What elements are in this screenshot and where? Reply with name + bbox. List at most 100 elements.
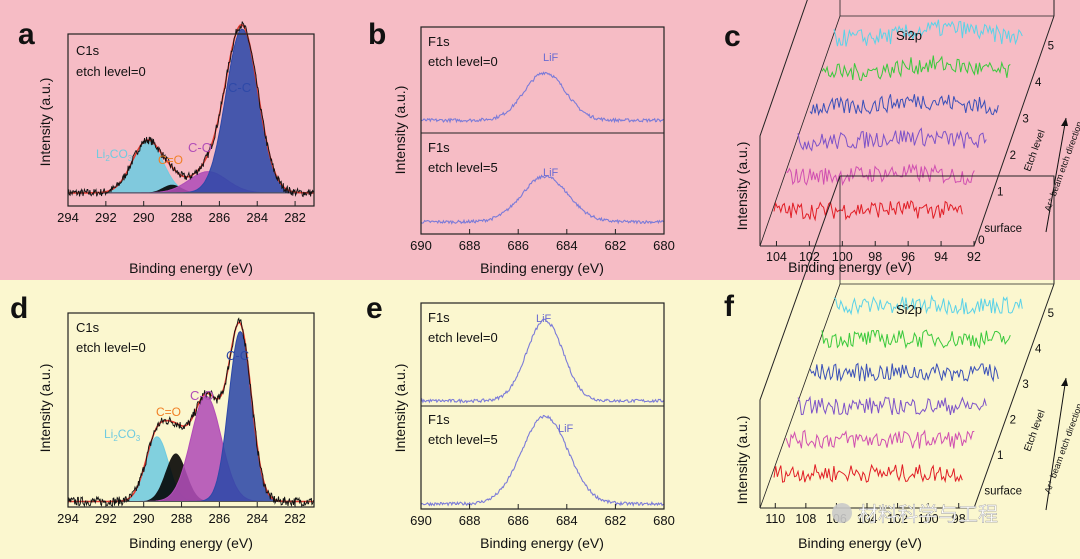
plot-frame bbox=[67, 312, 315, 508]
x-tick-label: 108 bbox=[795, 512, 816, 526]
arrow-head bbox=[1061, 378, 1068, 386]
f1s-plot-area: 690 688 686 684 682 680 bbox=[410, 71, 675, 253]
spectrum-level-5 bbox=[833, 294, 1023, 316]
x-tick-label: 96 bbox=[901, 250, 915, 264]
f1s-spectrum bbox=[420, 174, 665, 225]
x-tick-label: 282 bbox=[284, 511, 306, 526]
x-tick-label: 688 bbox=[459, 238, 481, 253]
spectrum-level-surface bbox=[773, 463, 963, 484]
beam-direction-arrow bbox=[1045, 377, 1067, 511]
arrow-head bbox=[1061, 118, 1068, 126]
peak-label-c-o: C-O bbox=[190, 388, 214, 403]
etch-level-tick-label: 5 bbox=[1048, 41, 1054, 53]
x-tick-label: 292 bbox=[95, 511, 117, 526]
c1s-plot-area: 294 292 290 288 286 284 282 bbox=[57, 317, 315, 526]
top-peak-label-lif: LiF bbox=[543, 52, 559, 64]
box-floor-edge bbox=[760, 283, 1055, 509]
box-frame-edge bbox=[759, 0, 1055, 246]
y-axis-label: Intensity (a.u.) bbox=[37, 364, 53, 453]
x-tick-label: 294 bbox=[57, 511, 79, 526]
x-tick-label: 288 bbox=[171, 511, 193, 526]
spectrum-level-2 bbox=[797, 395, 987, 416]
panel-b: b 690 688 686 684 682 680 F1s etch level=0 Li… bbox=[368, 18, 675, 276]
spectrum-level-5 bbox=[833, 19, 1023, 47]
x-tick-label: 690 bbox=[410, 238, 432, 253]
spectrum-level-surface bbox=[773, 199, 963, 222]
etch-level-tick-label: surface bbox=[984, 223, 1022, 235]
panel-letter: e bbox=[366, 292, 383, 325]
y-axis-label: Intensity (a.u.) bbox=[392, 364, 408, 453]
x-tick-label: 100 bbox=[832, 250, 853, 264]
bottom-peak-label-lif: LiF bbox=[558, 423, 574, 435]
panel-letter: a bbox=[18, 18, 35, 51]
top-etch-level: etch level=0 bbox=[428, 330, 498, 345]
y-axis-label: Intensity (a.u.) bbox=[734, 416, 750, 505]
etch-level-tick-label: 2 bbox=[1010, 414, 1016, 426]
etch-level-tick-label: 1 bbox=[997, 186, 1003, 198]
x-tick-label: 92 bbox=[967, 250, 981, 264]
x-tick-label: 94 bbox=[934, 250, 948, 264]
x-axis-label: Binding energy (eV) bbox=[129, 260, 253, 276]
x-tick-label: 286 bbox=[209, 511, 231, 526]
x-tick-label: 294 bbox=[57, 210, 79, 225]
plot-frame bbox=[420, 26, 665, 235]
x-axis-label: Binding energy (eV) bbox=[788, 259, 912, 275]
spectrum-title: C1s bbox=[76, 43, 100, 58]
beam-direction-arrow bbox=[1045, 117, 1067, 233]
peak-label-c-o: C-O bbox=[188, 140, 212, 155]
bottom-peak-label-lif: LiF bbox=[543, 167, 559, 179]
spectrum-level-1 bbox=[785, 163, 975, 186]
y-axis-label: Intensity (a.u.) bbox=[392, 86, 408, 175]
peak-label-c-c: C-C bbox=[226, 348, 249, 363]
x-tick-label: 110 bbox=[765, 512, 785, 526]
x-tick-label: 104 bbox=[766, 250, 787, 264]
x-tick-label: 100 bbox=[918, 512, 939, 526]
top-peak-label-lif: LiF bbox=[536, 313, 552, 325]
x-tick-label: 102 bbox=[887, 512, 908, 526]
bottom-spectrum-title: F1s bbox=[428, 412, 450, 427]
x-tick-label: 686 bbox=[507, 238, 529, 253]
etch-level-tick-label: 4 bbox=[1035, 343, 1042, 355]
x-axis-label: Binding energy (eV) bbox=[480, 260, 604, 276]
etch-level-tick-label: 1 bbox=[997, 450, 1003, 462]
top-spectrum-title: F1s bbox=[428, 34, 450, 49]
spectrum-level-1 bbox=[785, 429, 975, 450]
bottom-etch-level: etch level=5 bbox=[428, 432, 498, 447]
peak-label-li2co3: Li2CO3 bbox=[96, 147, 133, 163]
etch-level-tick-label: 2 bbox=[1010, 150, 1016, 162]
panel-letter: d bbox=[10, 292, 28, 325]
watermark-text: 材料科学与工程 bbox=[858, 503, 998, 526]
spectrum-level-2 bbox=[797, 127, 987, 152]
x-tick-label: 284 bbox=[246, 210, 268, 225]
raw-spectrum bbox=[67, 317, 315, 508]
panel-e: e 690 688 686 684 682 680 F1s etch level=0 Li… bbox=[366, 292, 675, 551]
panel-letter: f bbox=[724, 290, 735, 323]
x-tick-label: 290 bbox=[133, 210, 155, 225]
y-axis-label: Intensity (a.u.) bbox=[37, 78, 53, 167]
panel-letter: c bbox=[724, 20, 741, 53]
x-tick-label: 680 bbox=[653, 513, 675, 528]
peak-label-c-c: C-C bbox=[228, 80, 251, 95]
x-axis-label: Binding energy (eV) bbox=[480, 535, 604, 551]
etch-level-tick-label: 4 bbox=[1035, 77, 1042, 89]
x-tick-label: 292 bbox=[95, 210, 117, 225]
etch-level-tick-label: 3 bbox=[1022, 114, 1028, 126]
x-tick-label: 686 bbox=[507, 513, 529, 528]
x-tick-label: 98 bbox=[868, 250, 882, 264]
panel-d: d 294 292 290 288 286 284 282 C1s etch level=0… bbox=[10, 292, 315, 551]
f1s-spectrum bbox=[420, 71, 665, 124]
peak-label-li2co3: Li2CO3 bbox=[104, 427, 141, 443]
plot-frame bbox=[67, 33, 315, 207]
depth-axis-zero: 0 bbox=[978, 233, 985, 247]
y-axis-label: Intensity (a.u.) bbox=[734, 142, 750, 231]
x-tick-label: 102 bbox=[799, 250, 820, 264]
spectrum-level-3 bbox=[809, 362, 999, 383]
bottom-row-background bbox=[0, 280, 1080, 559]
x-tick-label: 688 bbox=[459, 513, 481, 528]
bottom-spectrum-title: F1s bbox=[428, 140, 450, 155]
etch-level-label: etch level=0 bbox=[76, 340, 146, 355]
spectrum-title: Si2p bbox=[896, 28, 922, 43]
etch-level-label: etch level=0 bbox=[76, 64, 146, 79]
x-tick-label: 680 bbox=[653, 238, 675, 253]
x-tick-label: 690 bbox=[410, 513, 432, 528]
